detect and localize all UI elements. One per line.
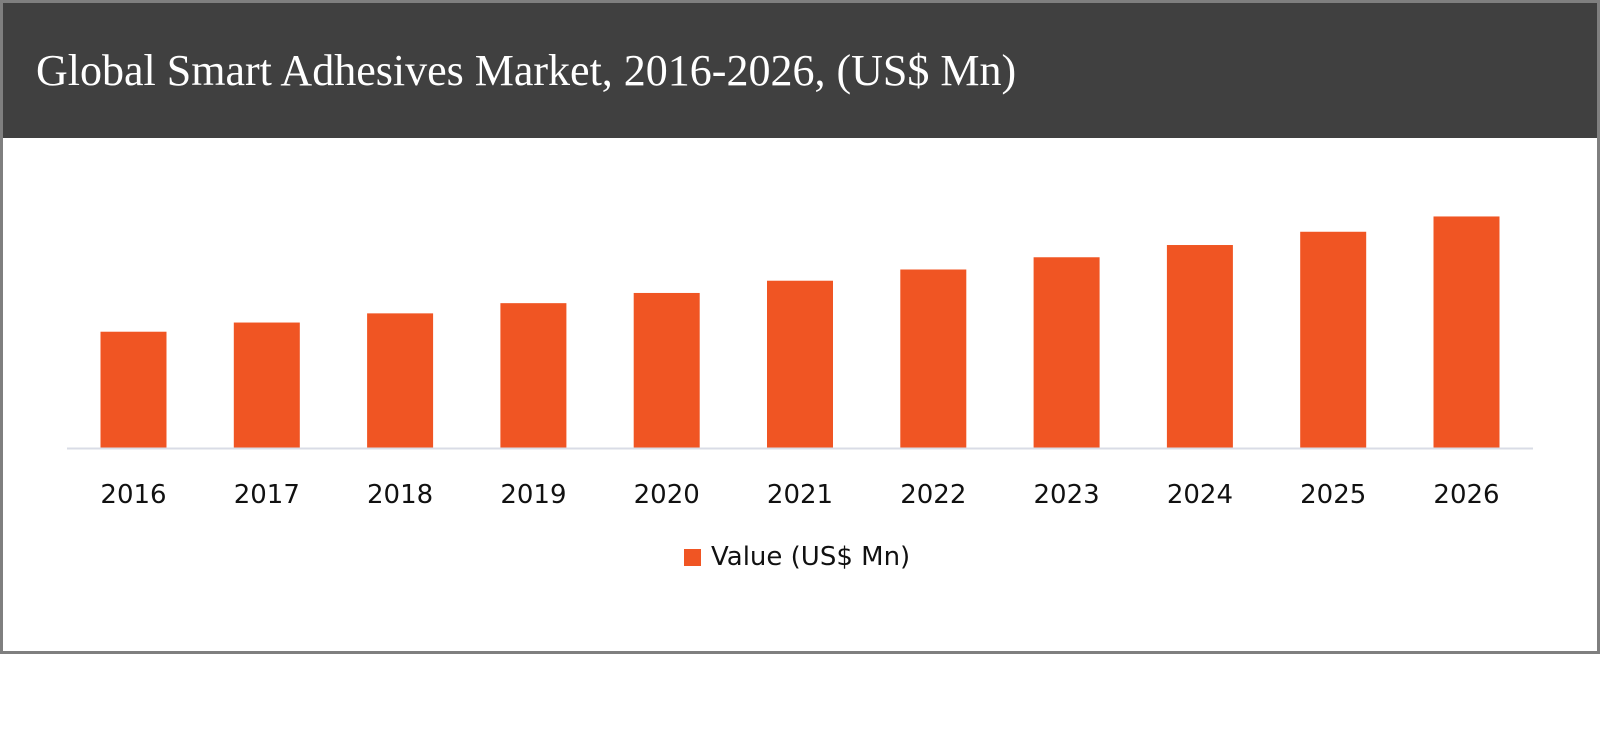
legend: Value (US$ Mn) [684,542,910,572]
x-tick-label: 2016 [100,480,166,510]
x-tick-label: 2022 [900,480,966,510]
x-tick-label: 2026 [1433,480,1499,510]
x-tick-label: 2021 [767,480,833,510]
bar-2025 [1300,231,1367,448]
bar-2020 [633,292,700,448]
legend-label: Value (US$ Mn) [711,542,911,572]
bar-2018 [367,313,434,448]
bar-2016 [100,331,167,448]
x-tick-label: 2019 [500,480,566,510]
chart-title: Global Smart Adhesives Market, 2016-2026… [36,46,1017,95]
title-bar: Global Smart Adhesives Market, 2016-2026… [3,3,1597,138]
x-tick-label: 2018 [367,480,433,510]
bar-2019 [500,303,567,448]
legend-swatch [684,548,701,566]
x-tick-label: 2024 [1167,480,1233,510]
bar-2017 [233,322,300,448]
x-tick-label: 2023 [1034,480,1100,510]
bar-2026 [1433,216,1500,448]
x-tick-label: 2025 [1300,480,1366,510]
bar-2021 [767,280,833,448]
bar-2024 [1166,245,1233,448]
x-tick-label: 2020 [634,480,700,510]
bar-2022 [900,269,967,448]
bar-2023 [1033,257,1100,448]
x-tick-label: 2017 [234,480,300,510]
